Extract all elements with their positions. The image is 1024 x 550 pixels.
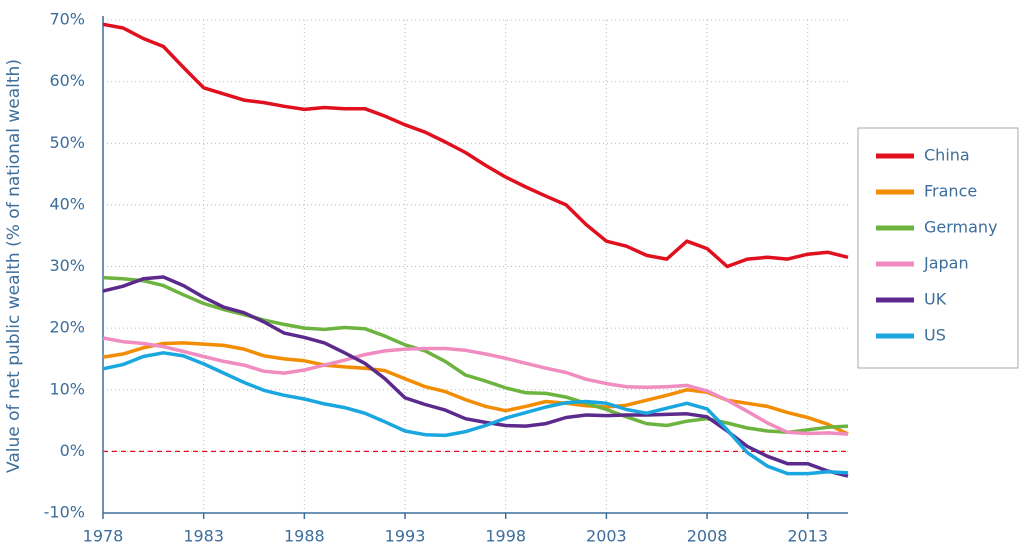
legend-label: Germany — [924, 218, 998, 237]
y-tick-label: -10% — [44, 503, 85, 522]
y-tick-label: 30% — [49, 256, 85, 275]
y-tick-label: 40% — [49, 194, 85, 213]
legend-box — [857, 127, 1019, 369]
y-tick-label: 10% — [49, 379, 85, 398]
legend-label: Japan — [923, 254, 969, 273]
x-tick-label: 1983 — [183, 527, 224, 546]
x-tick-label: 1998 — [485, 527, 526, 546]
series-line — [102, 336, 849, 436]
legend-label: US — [924, 326, 946, 345]
legend: China France Germany Japan UK US — [857, 127, 1019, 369]
legend-label: France — [924, 182, 977, 201]
x-tick-label: 2008 — [687, 527, 728, 546]
y-tick-label: 60% — [49, 71, 85, 90]
x-tick-label: 1993 — [385, 527, 426, 546]
series-line — [102, 275, 849, 435]
x-tick-label: 1978 — [83, 527, 124, 546]
series-line — [102, 22, 849, 269]
legend-label: UK — [924, 290, 947, 309]
y-tick-label: 50% — [49, 133, 85, 152]
x-tick-label: 2013 — [787, 527, 828, 546]
legend-label: China — [924, 146, 970, 165]
y-tick-label: 70% — [49, 10, 85, 29]
series-line — [102, 351, 849, 476]
y-axis-label: Value of net public wealth (% of nationa… — [4, 59, 24, 473]
x-tick-label: 1988 — [284, 527, 325, 546]
x-tick-label: 2003 — [586, 527, 627, 546]
y-tick-label: 0% — [60, 441, 85, 460]
y-tick-label: 20% — [49, 318, 85, 337]
